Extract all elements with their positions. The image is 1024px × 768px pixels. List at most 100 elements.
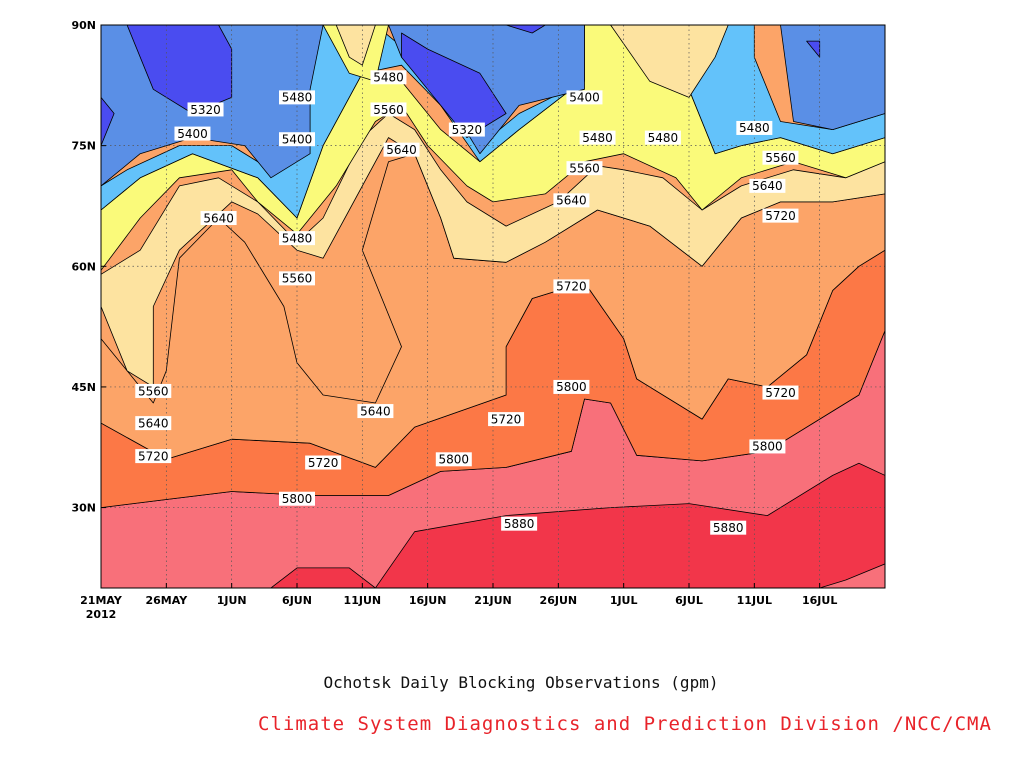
contour-label-box — [448, 122, 485, 137]
contour-label-box — [553, 193, 590, 208]
contour-band-15 — [780, 25, 885, 131]
contour-label-25: 5720 — [488, 412, 525, 426]
contour-label-text: 5720 — [765, 386, 796, 400]
contour-label-12: 5640 — [553, 193, 590, 208]
contour-label-box — [370, 102, 407, 117]
contour-band-18 — [401, 32, 507, 139]
x-tick-label: 16JUN — [409, 594, 447, 607]
contour-label-text: 5560 — [138, 384, 169, 398]
contour-label-box — [435, 452, 472, 467]
contour-label-text: 5800 — [439, 453, 470, 467]
contour-label-text: 5480 — [282, 231, 313, 245]
contour-label-19: 5560 — [279, 271, 315, 286]
x-tick-label: 6JUN — [282, 594, 312, 607]
x-tick-label: 26MAY — [145, 594, 188, 607]
contour-label-box — [279, 90, 315, 105]
contour-label-box — [279, 491, 315, 506]
contour-label-text: 5480 — [373, 71, 404, 85]
contour-label-text: 5720 — [556, 280, 587, 294]
contour-label-21: 5560 — [135, 383, 172, 398]
contour-band-20 — [806, 40, 821, 58]
y-tick-label: 60N — [71, 260, 96, 273]
contour-label-box — [200, 211, 237, 226]
contour-label-box — [762, 150, 799, 165]
contour-label-text: 5800 — [556, 380, 587, 394]
contour-label-text: 5640 — [138, 416, 169, 430]
contour-label-text: 5560 — [569, 161, 600, 175]
contour-label-text: 5400 — [282, 133, 313, 147]
x-tick-label: 1JUN — [217, 594, 247, 607]
contour-label-23: 5720 — [135, 449, 172, 464]
contour-label-6: 5640 — [383, 142, 420, 157]
contour-label-text: 5880 — [713, 521, 744, 535]
contour-label-text: 5560 — [282, 272, 313, 286]
contour-band-12 — [335, 25, 376, 66]
contour-label-20: 5720 — [553, 279, 590, 294]
contour-label-text: 5800 — [752, 440, 783, 454]
contour-label-7: 5320 — [448, 122, 485, 137]
contour-label-box — [279, 132, 315, 147]
contour-label-text: 5720 — [765, 209, 796, 223]
contour-label-32: 5880 — [501, 516, 538, 531]
contour-label-0: 5320 — [187, 102, 224, 117]
contour-label-2: 5480 — [279, 90, 315, 105]
contour-label-box — [553, 379, 590, 394]
contour-label-box — [553, 279, 590, 294]
contour-label-8: 5400 — [566, 90, 603, 105]
contour-label-text: 5480 — [282, 91, 313, 105]
contour-label-31: 5800 — [279, 491, 315, 506]
contour-label-text: 5640 — [752, 179, 783, 193]
contour-label-5: 5560 — [370, 102, 407, 117]
contour-label-9: 5480 — [579, 130, 616, 145]
x-year-label: 2012 — [86, 608, 117, 621]
contour-label-22: 5640 — [135, 416, 172, 430]
contour-label-box — [383, 142, 420, 157]
contour-label-33: 5880 — [710, 520, 747, 535]
contour-label-box — [135, 449, 172, 464]
contour-label-17: 5640 — [200, 211, 237, 226]
contour-label-13: 5480 — [736, 120, 773, 135]
contour-label-box — [174, 126, 211, 141]
contour-label-box — [357, 404, 394, 419]
contour-label-box — [762, 208, 799, 223]
contour-label-text: 5720 — [308, 456, 339, 470]
contour-band-10 — [610, 25, 729, 98]
contour-label-4: 5480 — [370, 70, 407, 85]
contour-label-1: 5400 — [174, 126, 211, 141]
contour-band-2 — [270, 567, 376, 588]
contour-label-box — [279, 271, 315, 286]
contour-labels: 5320 5400 5480 5400 5480 5560 5640 5320 5400 5480… — [135, 70, 799, 535]
contour-label-text: 5640 — [360, 404, 391, 418]
contour-label-text: 5320 — [190, 103, 221, 117]
contour-label-text: 5480 — [739, 121, 770, 135]
x-tick-label: 6JUL — [675, 594, 703, 607]
contour-label-box — [566, 90, 603, 105]
contour-label-text: 5560 — [373, 103, 404, 117]
contour-label-box — [566, 161, 603, 176]
contour-label-14: 5560 — [762, 150, 799, 165]
contour-label-text: 5640 — [203, 211, 234, 225]
contour-label-box — [279, 231, 315, 246]
contour-label-text: 5800 — [282, 492, 313, 506]
chart-caption: Ochotsk Daily Blocking Observations (gpm… — [323, 673, 719, 692]
contour-label-30: 5800 — [435, 452, 472, 467]
x-tick-label: 26JUN — [540, 594, 578, 607]
y-tick-label: 30N — [71, 502, 96, 515]
y-tick-label: 90N — [71, 19, 96, 32]
contour-label-box — [710, 520, 747, 535]
contour-label-text: 5720 — [138, 449, 169, 463]
contour-label-text: 5880 — [504, 517, 535, 531]
x-tick-label: 21JUN — [474, 594, 512, 607]
contour-label-text: 5400 — [569, 91, 600, 105]
contour-label-box — [749, 178, 786, 193]
contour-label-text: 5560 — [765, 151, 796, 165]
contour-label-24: 5640 — [357, 404, 394, 419]
contour-label-text: 5640 — [556, 194, 587, 208]
contour-label-10: 5480 — [644, 130, 681, 145]
contour-label-box — [501, 516, 538, 531]
contour-label-box — [762, 385, 799, 400]
y-tick-label: 45N — [71, 381, 96, 394]
contour-band-3 — [819, 563, 885, 588]
contour-label-text: 5480 — [582, 131, 613, 145]
contour-band-1 — [374, 462, 885, 588]
